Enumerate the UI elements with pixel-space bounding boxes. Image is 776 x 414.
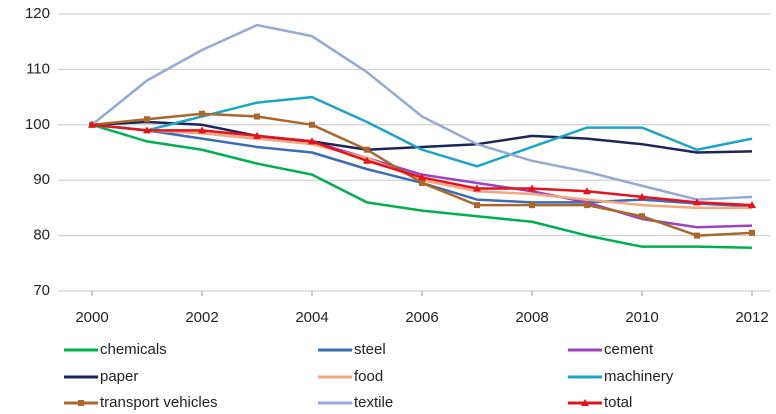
legend-label: total [604,394,632,411]
x-tick-label: 2006 [405,309,438,326]
marker [309,121,315,128]
marker [528,184,536,192]
series-line [91,120,753,154]
marker [638,192,646,200]
legend-label: paper [100,368,138,385]
y-tick-label: 70 [33,282,50,299]
y-tick-label: 120 [25,5,50,22]
x-tick-label: 2012 [735,309,768,326]
marker [144,116,150,123]
marker [584,202,590,209]
legend-label: food [354,368,383,385]
x-tick-label: 2008 [515,309,548,326]
y-tick-label: 90 [33,171,50,188]
marker [529,202,535,209]
marker [198,126,206,134]
marker [474,202,480,209]
marker [419,179,425,186]
marker [748,201,756,209]
marker [363,156,371,164]
legend-label: machinery [604,368,674,385]
y-tick-label: 110 [26,60,50,77]
marker [199,110,205,117]
marker [88,120,96,128]
marker [639,213,645,220]
y-tick-label: 80 [33,227,50,244]
marker [254,113,260,120]
x-tick-label: 2004 [295,309,328,326]
marker [583,187,591,195]
legend-label: steel [354,341,386,358]
marker [78,400,84,406]
x-tick-label: 2002 [185,309,218,326]
marker [473,184,481,192]
y-tick-label: 100 [25,116,50,133]
legend-label: chemicals [100,341,167,358]
marker [693,198,701,206]
series-line [91,23,753,201]
marker [581,399,589,406]
marker [749,229,755,236]
marker [418,173,426,181]
marker [694,232,700,239]
marker [253,131,261,139]
series-line [91,123,753,250]
x-tick-label: 2000 [75,309,108,326]
marker [143,126,151,134]
series-line [91,123,753,208]
legend-label: textile [354,394,393,411]
marker [364,146,370,153]
legend-label: cement [604,341,654,358]
legend-label: transport vehicles [100,394,218,411]
marker [308,137,316,145]
x-tick-label: 2010 [625,309,658,326]
